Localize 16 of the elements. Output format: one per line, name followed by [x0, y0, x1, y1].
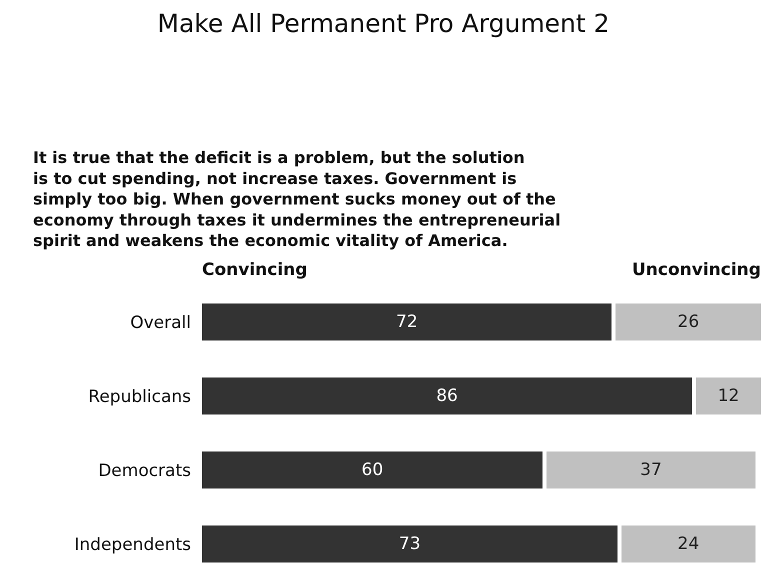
data-label: 73 [398, 534, 421, 554]
data-label: 86 [436, 386, 458, 406]
y-tick-label: Democrats [98, 460, 192, 481]
y-tick-label: Overall [130, 312, 191, 333]
series-label: Unconvincing [632, 260, 761, 280]
data-label: 72 [396, 312, 418, 332]
data-label: 24 [678, 534, 700, 554]
chart-subtitle: It is true that the deficit is a problem, but the solution is to cut spending, not increase taxes. Government is simply too big. When government sucks money out of the economy through taxes it undermines the entrepreneurial spirit and weakens the economic vitality of America. [33, 148, 561, 250]
y-tick-label: Independents [74, 534, 192, 555]
series-label: Convincing [202, 260, 308, 280]
chart-title: Make All Permanent Pro Argument 2 [157, 9, 610, 38]
data-label: 26 [677, 312, 700, 332]
data-label: 12 [718, 386, 740, 406]
data-label: 37 [640, 460, 662, 480]
data-label: 60 [362, 460, 384, 480]
y-tick-label: Republicans [88, 386, 192, 407]
